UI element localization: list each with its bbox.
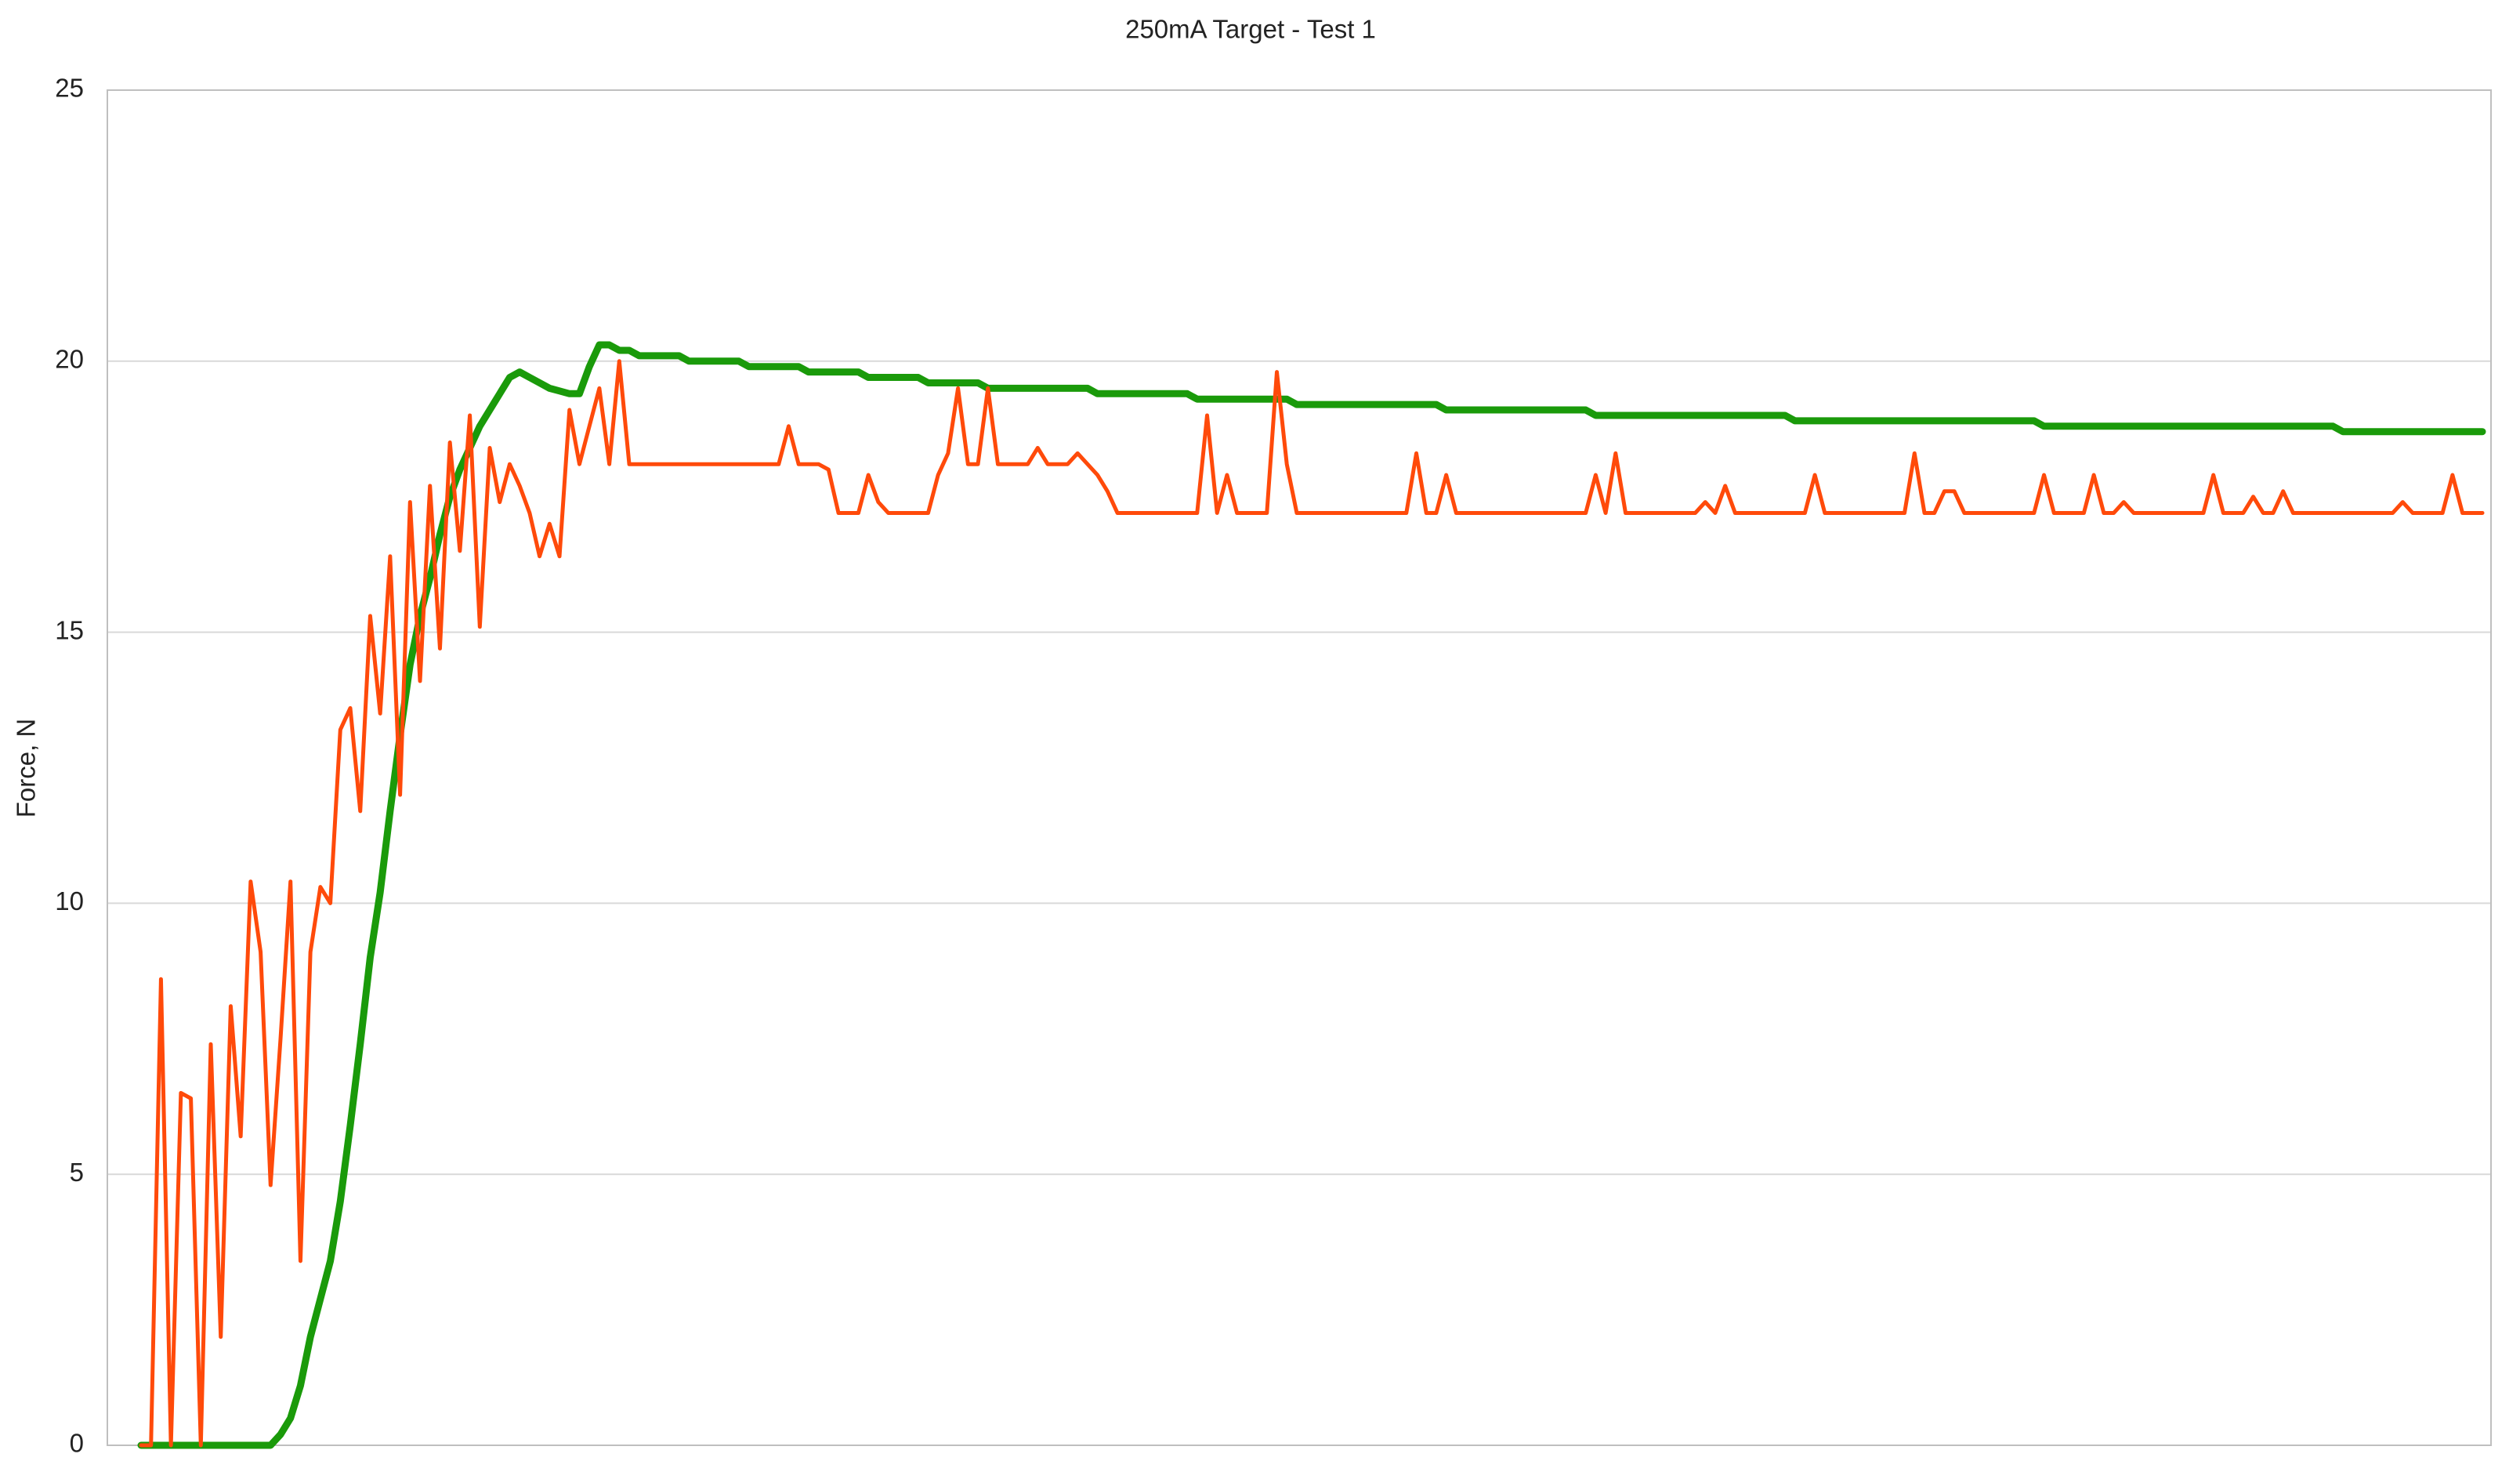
- line-series: [137, 341, 2486, 1449]
- chart-title: 250mA Target - Test 1: [1125, 15, 1376, 44]
- y-axis-label: Force, N: [12, 719, 41, 818]
- y-tick-label: 20: [55, 345, 84, 374]
- y-tick-label: 5: [70, 1158, 84, 1187]
- plot-border: [107, 89, 2492, 1446]
- line-series: [139, 359, 2485, 1448]
- y-tick-label: 15: [55, 615, 84, 644]
- y-tick-label: 0: [70, 1429, 84, 1458]
- y-tick-label: 25: [55, 74, 84, 103]
- y-tick-label: 10: [55, 886, 84, 915]
